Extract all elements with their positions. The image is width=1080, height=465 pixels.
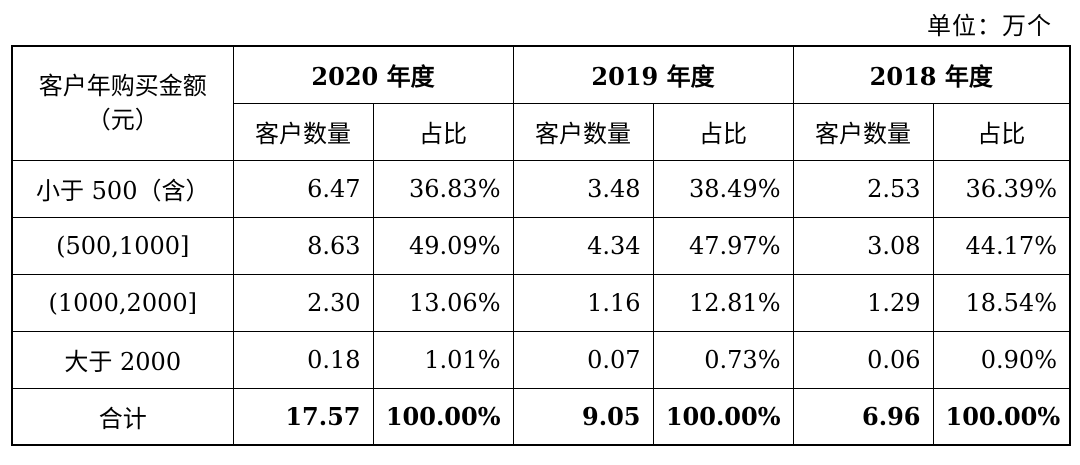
row-label: 小于 500（含） [11, 159, 234, 218]
cell-2019-ratio: 47.97% [652, 216, 794, 275]
cell-2018-count: 1.29 [792, 273, 934, 332]
cell-2018-count: 0.06 [792, 330, 934, 389]
cell-2020-count: 17.57 [232, 387, 374, 446]
first-col-header: 客户年购买金额 （元） [11, 45, 234, 161]
cell-2020-ratio: 1.01% [372, 330, 514, 389]
cell-2020-count: 6.47 [232, 159, 374, 218]
cell-2018-ratio: 18.54% [932, 273, 1071, 332]
cell-2020-ratio: 49.09% [372, 216, 514, 275]
year-header-2020: 2020 年度 [232, 45, 514, 104]
first-col-header-line1: 客户年购买金额 [38, 72, 207, 101]
row-label: 大于 2000 [11, 330, 234, 389]
year-header-2018: 2018 年度 [792, 45, 1071, 104]
cell-2018-count: 6.96 [792, 387, 934, 446]
cell-2019-ratio: 12.81% [652, 273, 794, 332]
cell-2019-count: 9.05 [512, 387, 654, 446]
cell-2020-count: 0.18 [232, 330, 374, 389]
header-row-years: 客户年购买金额 （元） 2020 年度 2019 年度 2018 年度 [11, 45, 1071, 161]
cell-2019-ratio: 100.00% [652, 387, 794, 446]
cell-2019-ratio: 0.73% [652, 330, 794, 389]
row-label: (1000,2000] [11, 273, 234, 332]
cell-2020-ratio: 100.00% [372, 387, 514, 446]
sub-header-count: 客户数量 [792, 102, 934, 161]
year-header-2019: 2019 年度 [512, 45, 794, 104]
cell-2018-ratio: 0.90% [932, 330, 1071, 389]
cell-2018-ratio: 44.17% [932, 216, 1071, 275]
total-row: 合计 17.57 100.00% 9.05 100.00% 6.96 100.0… [11, 387, 1071, 446]
sub-header-count: 客户数量 [232, 102, 374, 161]
sub-header-ratio: 占比 [652, 102, 794, 161]
cell-2020-count: 2.30 [232, 273, 374, 332]
unit-note: 单位：万个 [927, 12, 1052, 40]
cell-2018-count: 3.08 [792, 216, 934, 275]
cell-2020-count: 8.63 [232, 216, 374, 275]
cell-2018-ratio: 100.00% [932, 387, 1071, 446]
cell-2019-ratio: 38.49% [652, 159, 794, 218]
cell-2019-count: 3.48 [512, 159, 654, 218]
cell-2019-count: 0.07 [512, 330, 654, 389]
customer-purchase-table: 客户年购买金额 （元） 2020 年度 2019 年度 2018 年度 客户数量… [11, 45, 1071, 446]
sub-header-ratio: 占比 [932, 102, 1071, 161]
table-row: (1000,2000] 2.30 13.06% 1.16 12.81% 1.29… [11, 273, 1071, 332]
cell-2018-count: 2.53 [792, 159, 934, 218]
first-col-header-line2: （元） [86, 106, 159, 135]
cell-2019-count: 4.34 [512, 216, 654, 275]
sub-header-count: 客户数量 [512, 102, 654, 161]
sub-header-ratio: 占比 [372, 102, 514, 161]
table-row: (500,1000] 8.63 49.09% 4.34 47.97% 3.08 … [11, 216, 1071, 275]
row-label: (500,1000] [11, 216, 234, 275]
cell-2020-ratio: 36.83% [372, 159, 514, 218]
row-label-total: 合计 [11, 387, 234, 446]
cell-2020-ratio: 13.06% [372, 273, 514, 332]
table-row: 大于 2000 0.18 1.01% 0.07 0.73% 0.06 0.90% [11, 330, 1071, 389]
cell-2019-count: 1.16 [512, 273, 654, 332]
table-row: 小于 500（含） 6.47 36.83% 3.48 38.49% 2.53 3… [11, 159, 1071, 218]
cell-2018-ratio: 36.39% [932, 159, 1071, 218]
